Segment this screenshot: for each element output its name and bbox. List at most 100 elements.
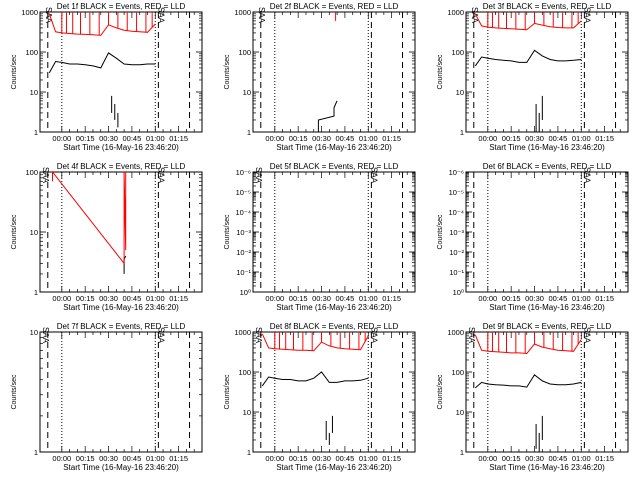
y-tick-label: 10: [243, 408, 251, 417]
x-tick-label: 00:30: [99, 134, 118, 143]
y-tick-label: 1000: [447, 328, 464, 337]
y-tick-label: 10⁻³: [449, 228, 464, 237]
x-tick-label: 00:15: [502, 454, 521, 463]
y-axis-label: Counts/sec: [11, 214, 18, 250]
saa-label: SAA: [582, 167, 591, 184]
x-tick-label: 00:30: [525, 294, 544, 303]
x-tick-label: 00:45: [336, 294, 355, 303]
x-tick-label: 00:00: [478, 294, 497, 303]
x-axis-label: Start Time (16-May-16 23:46:20): [276, 303, 392, 312]
lld-series-line: [52, 170, 127, 265]
y-axis-label: Counts/sec: [437, 374, 444, 410]
y-tick-label: 10⁻¹: [236, 268, 251, 277]
plot-frame: [252, 11, 416, 133]
y-tick-label: 100: [238, 48, 251, 57]
panel-title: Det 3f BLACK = Events, RED = LLD: [483, 2, 612, 11]
x-tick-label: 00:00: [52, 134, 71, 143]
x-tick-label: 00:15: [289, 454, 308, 463]
panel-title: Det 9f BLACK = Events, RED = LLD: [483, 322, 612, 331]
lld-series-line: [474, 13, 582, 31]
x-tick-label: 00:15: [502, 294, 521, 303]
events-series-line: [474, 374, 582, 389]
x-tick-label: 01:15: [169, 294, 188, 303]
y-tick-label: 10: [30, 88, 38, 97]
saa-label: SAA: [44, 7, 53, 24]
panel-title: Det 8f BLACK = Events, RED = LLD: [270, 322, 399, 331]
x-axis-label: Start Time (16-May-16 23:46:20): [63, 463, 179, 472]
x-tick-label: 00:45: [123, 294, 142, 303]
saa-label: SAA: [254, 167, 263, 184]
y-axis-label: Counts/sec: [224, 374, 231, 410]
panel-title: Det 4f BLACK = Events, RED = LLD: [57, 162, 186, 171]
y-tick-label: 10⁻⁵: [449, 188, 464, 197]
y-tick-label: 1: [460, 128, 464, 137]
events-series-line: [48, 52, 156, 74]
plot-frame: [465, 331, 629, 453]
x-tick-label: 00:00: [478, 454, 497, 463]
y-tick-label: 1: [34, 448, 38, 457]
x-tick-label: 00:45: [549, 134, 568, 143]
x-tick-label: 01:15: [382, 134, 401, 143]
y-tick-label: 1: [34, 288, 38, 297]
x-tick-label: 01:00: [572, 454, 591, 463]
x-tick-label: 00:30: [525, 134, 544, 143]
plot-frame: [252, 331, 416, 453]
saa-label: SAA: [369, 327, 378, 344]
x-tick-label: 01:15: [595, 454, 614, 463]
x-tick-label: 01:00: [572, 134, 591, 143]
y-axis-label: Counts/sec: [11, 374, 18, 410]
plot-frame: [39, 11, 203, 133]
detector-panel-9: Det 9f BLACK = Events, RED = LLD 1 10 100 10…: [437, 322, 629, 472]
y-tick-label: 10⁻²: [236, 248, 251, 257]
saa-label: SAA: [254, 327, 263, 344]
panel-title: Det 2f BLACK = Events, RED = LLD: [270, 2, 399, 11]
y-tick-label: 1000: [21, 8, 38, 17]
y-tick-label: 1000: [234, 8, 251, 17]
x-tick-label: 01:00: [359, 294, 378, 303]
y-tick-label: 10⁻¹: [449, 268, 464, 277]
detector-panel-2: Det 2f BLACK = Events, RED = LLD 1 10 100 10…: [224, 2, 416, 152]
y-tick-label: 10⁻³: [236, 228, 251, 237]
detector-panel-3: Det 3f BLACK = Events, RED = LLD 1 10 100 10…: [437, 2, 629, 152]
x-tick-label: 00:00: [265, 454, 284, 463]
saa-label: SAA: [470, 7, 479, 24]
x-tick-label: 00:15: [76, 454, 95, 463]
x-tick-label: 00:45: [336, 454, 355, 463]
x-tick-label: 00:15: [76, 294, 95, 303]
x-tick-label: 01:15: [595, 134, 614, 143]
y-tick-label: 10: [456, 88, 464, 97]
saa-label: SAA: [582, 327, 591, 344]
x-tick-label: 01:00: [572, 294, 591, 303]
x-tick-label: 00:45: [123, 134, 142, 143]
panel-title: Det 1f BLACK = Events, RED = LLD: [57, 2, 186, 11]
y-axis-label: Counts/sec: [437, 214, 444, 250]
y-tick-label: 1000: [234, 328, 251, 337]
saa-label: SAA: [41, 167, 50, 184]
y-tick-label: 1: [34, 128, 38, 137]
x-axis-label: Start Time (16-May-16 23:46:20): [489, 143, 605, 152]
events-series-line: [474, 49, 582, 67]
y-axis-label: Counts/sec: [224, 214, 231, 250]
panel-title: Det 5f BLACK = Events, RED = LLD: [270, 162, 399, 171]
plot-frame: [39, 331, 203, 453]
detector-panel-5: Det 5f BLACK = Events, RED = LLD 10⁰ 10⁻¹ 1…: [224, 162, 416, 312]
x-tick-label: 00:00: [478, 134, 497, 143]
x-tick-label: 01:15: [595, 294, 614, 303]
lld-series-line: [48, 13, 156, 36]
plot-frame: [39, 171, 203, 293]
saa-label: SAA: [156, 327, 165, 344]
y-tick-label: 10: [456, 408, 464, 417]
y-tick-label: 10⁰: [240, 288, 251, 297]
saa-label: SAA: [41, 327, 50, 344]
x-tick-label: 01:15: [382, 454, 401, 463]
lld-series-line: [261, 333, 369, 352]
panel-title: Det 6f BLACK = Events, RED = LLD: [483, 162, 612, 171]
y-tick-label: 10⁻⁶: [449, 168, 464, 177]
detector-panel-1: Det 1f BLACK = Events, RED = LLD 1 10 100 10…: [11, 2, 203, 152]
y-tick-label: 100: [238, 368, 251, 377]
x-tick-label: 00:00: [52, 454, 71, 463]
y-tick-label: 1: [460, 448, 464, 457]
y-tick-label: 1: [247, 128, 251, 137]
